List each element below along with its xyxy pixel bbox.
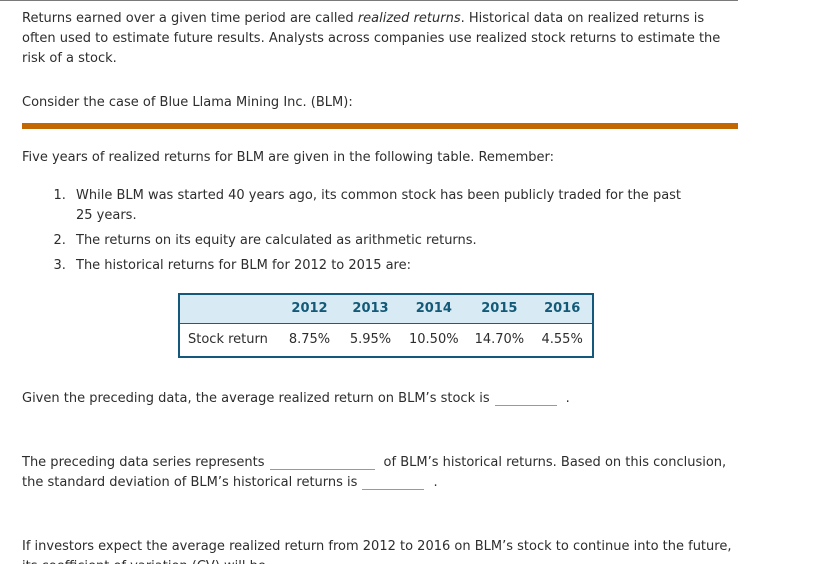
intro-italic-phrase: realized returns	[357, 11, 461, 26]
question-coefficient-variation: If investors expect the average realized…	[22, 537, 738, 564]
average-return-blank[interactable]	[494, 392, 557, 406]
list-item-text: The returns on its equity are calculated…	[76, 233, 477, 248]
return-2012: 8.75%	[279, 323, 340, 357]
table-intro-line: Five years of realized returns for BLM a…	[22, 150, 554, 165]
list-item-arithmetic-returns: The returns on its equity are calculated…	[70, 231, 700, 251]
question-text: The preceding data series represents	[22, 455, 265, 470]
year-header-2015: 2015	[466, 294, 533, 324]
corner-cell	[179, 294, 279, 324]
question-content: Returns earned over a given time period …	[22, 9, 738, 564]
list-item-text: The historical returns for BLM for 2012 …	[76, 258, 411, 273]
year-header-2013: 2013	[340, 294, 401, 324]
table-header-row: 2012 2013 2014 2015 2016	[179, 294, 594, 324]
intro-paragraph: Returns earned over a given time period …	[22, 9, 738, 69]
row-label: Stock return	[179, 323, 279, 357]
question-text: Given the preceding data, the average re…	[22, 391, 490, 406]
returns-table: 2012 2013 2014 2015 2016 Stock return 8.…	[178, 293, 595, 358]
intro-text-before: Returns earned over a given time period …	[22, 11, 358, 26]
cv-blank[interactable]	[271, 560, 323, 564]
question-text: If investors expect the average realized…	[22, 539, 732, 564]
intro-text-after: . Historical data on realized returns is…	[22, 11, 721, 66]
year-header-2012: 2012	[279, 294, 340, 324]
table-row-stock-return: Stock return 8.75% 5.95% 10.50% 14.70% 4…	[179, 323, 594, 357]
year-header-2016: 2016	[532, 294, 594, 324]
return-2016: 4.55%	[532, 323, 594, 357]
question-text: .	[433, 475, 438, 490]
list-item-text: While BLM was started 40 years ago, its …	[76, 188, 682, 223]
question-average-return: Given the preceding data, the average re…	[22, 389, 738, 409]
question-text: .	[565, 391, 570, 406]
question-text: of BLM’s historical returns. Based on th…	[22, 455, 727, 490]
return-2014: 10.50%	[401, 323, 467, 357]
section-divider	[22, 123, 738, 129]
consider-line: Consider the case of Blue Llama Mining I…	[22, 95, 353, 110]
year-header-2014: 2014	[401, 294, 467, 324]
list-item-public-trading: While BLM was started 40 years ago, its …	[70, 186, 700, 226]
top-divider	[0, 0, 738, 1]
question-data-series: The preceding data series represents of B…	[22, 453, 738, 493]
return-2015: 14.70%	[466, 323, 533, 357]
reminder-list: While BLM was started 40 years ago, its …	[22, 186, 738, 276]
return-2013: 5.95%	[340, 323, 401, 357]
list-item-historical-returns: The historical returns for BLM for 2012 …	[70, 256, 700, 276]
standard-deviation-blank[interactable]	[362, 476, 425, 490]
question-text: .	[332, 559, 336, 564]
data-series-type-blank[interactable]	[269, 456, 375, 470]
